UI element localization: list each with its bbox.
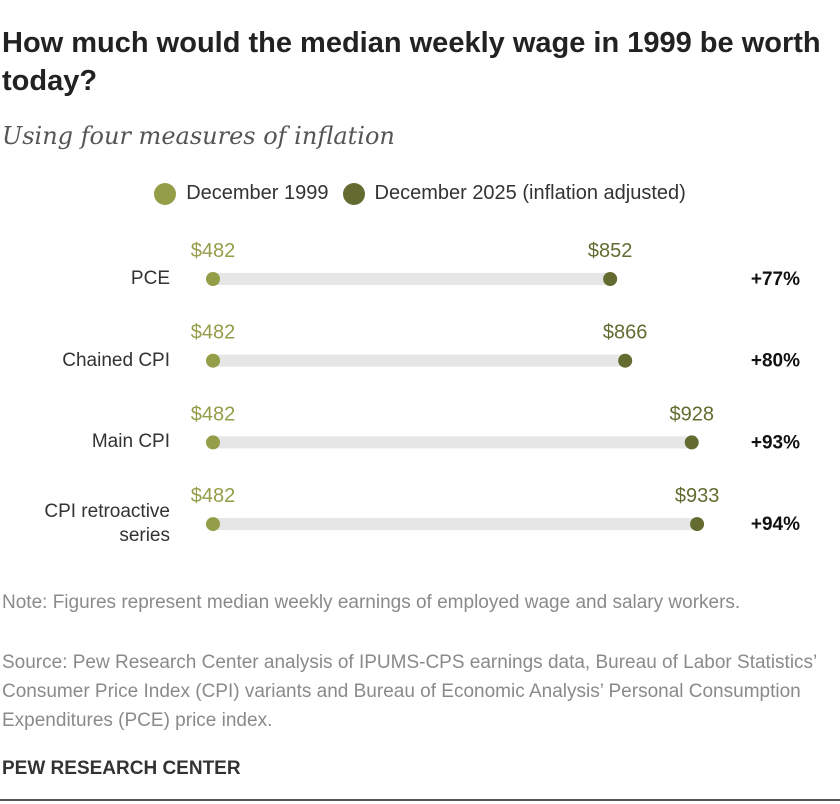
connector-bar [213,436,692,449]
dot [206,272,221,286]
legend: December 1999 December 2025 (inflation ad… [0,182,840,205]
dot [206,435,221,450]
dot [690,517,705,532]
value-label: $482 [191,485,236,507]
value-label: $482 [191,403,236,425]
dot [603,272,618,286]
connector-bar [213,273,611,285]
change-label: +94% [751,514,800,535]
note: Note: Figures represent median weekly ea… [2,592,741,613]
legend-swatch [154,182,177,205]
change-label: +77% [751,269,800,290]
legend-label: December 1999 [186,182,329,204]
change-label: +80% [751,351,800,372]
legend-swatch [342,182,365,205]
value-label: $928 [669,403,714,425]
value-label: $933 [675,485,720,507]
connector-bar [213,354,626,367]
change-label: +93% [751,432,800,453]
category-label: Main CPI [91,431,170,453]
footer: PEW RESEARCH CENTER [2,758,241,779]
value-label: $482 [191,322,236,344]
source: Source: Pew Research Center analysis of … [2,652,817,731]
category-label: PCE [130,268,170,289]
chart-subtitle: Using four measures of inflation [2,122,395,150]
dot [618,353,633,368]
legend-label: December 2025 (inflation adjusted) [374,182,686,204]
legend-item: December 2025 (inflation adjusted) [342,182,686,205]
connector-bar [213,518,698,531]
value-label: $866 [603,322,648,344]
category-label: Chained CPI [62,349,170,371]
category-label: CPI retroactive series [44,501,170,547]
dot [206,353,221,368]
value-label: $482 [191,240,236,262]
chart-title: How much would the median weekly wage in… [2,27,821,97]
bottom-rule [0,799,840,801]
legend-item: December 1999 [154,182,329,205]
dot [206,517,221,532]
dot [684,435,699,450]
value-label: $852 [588,240,633,262]
